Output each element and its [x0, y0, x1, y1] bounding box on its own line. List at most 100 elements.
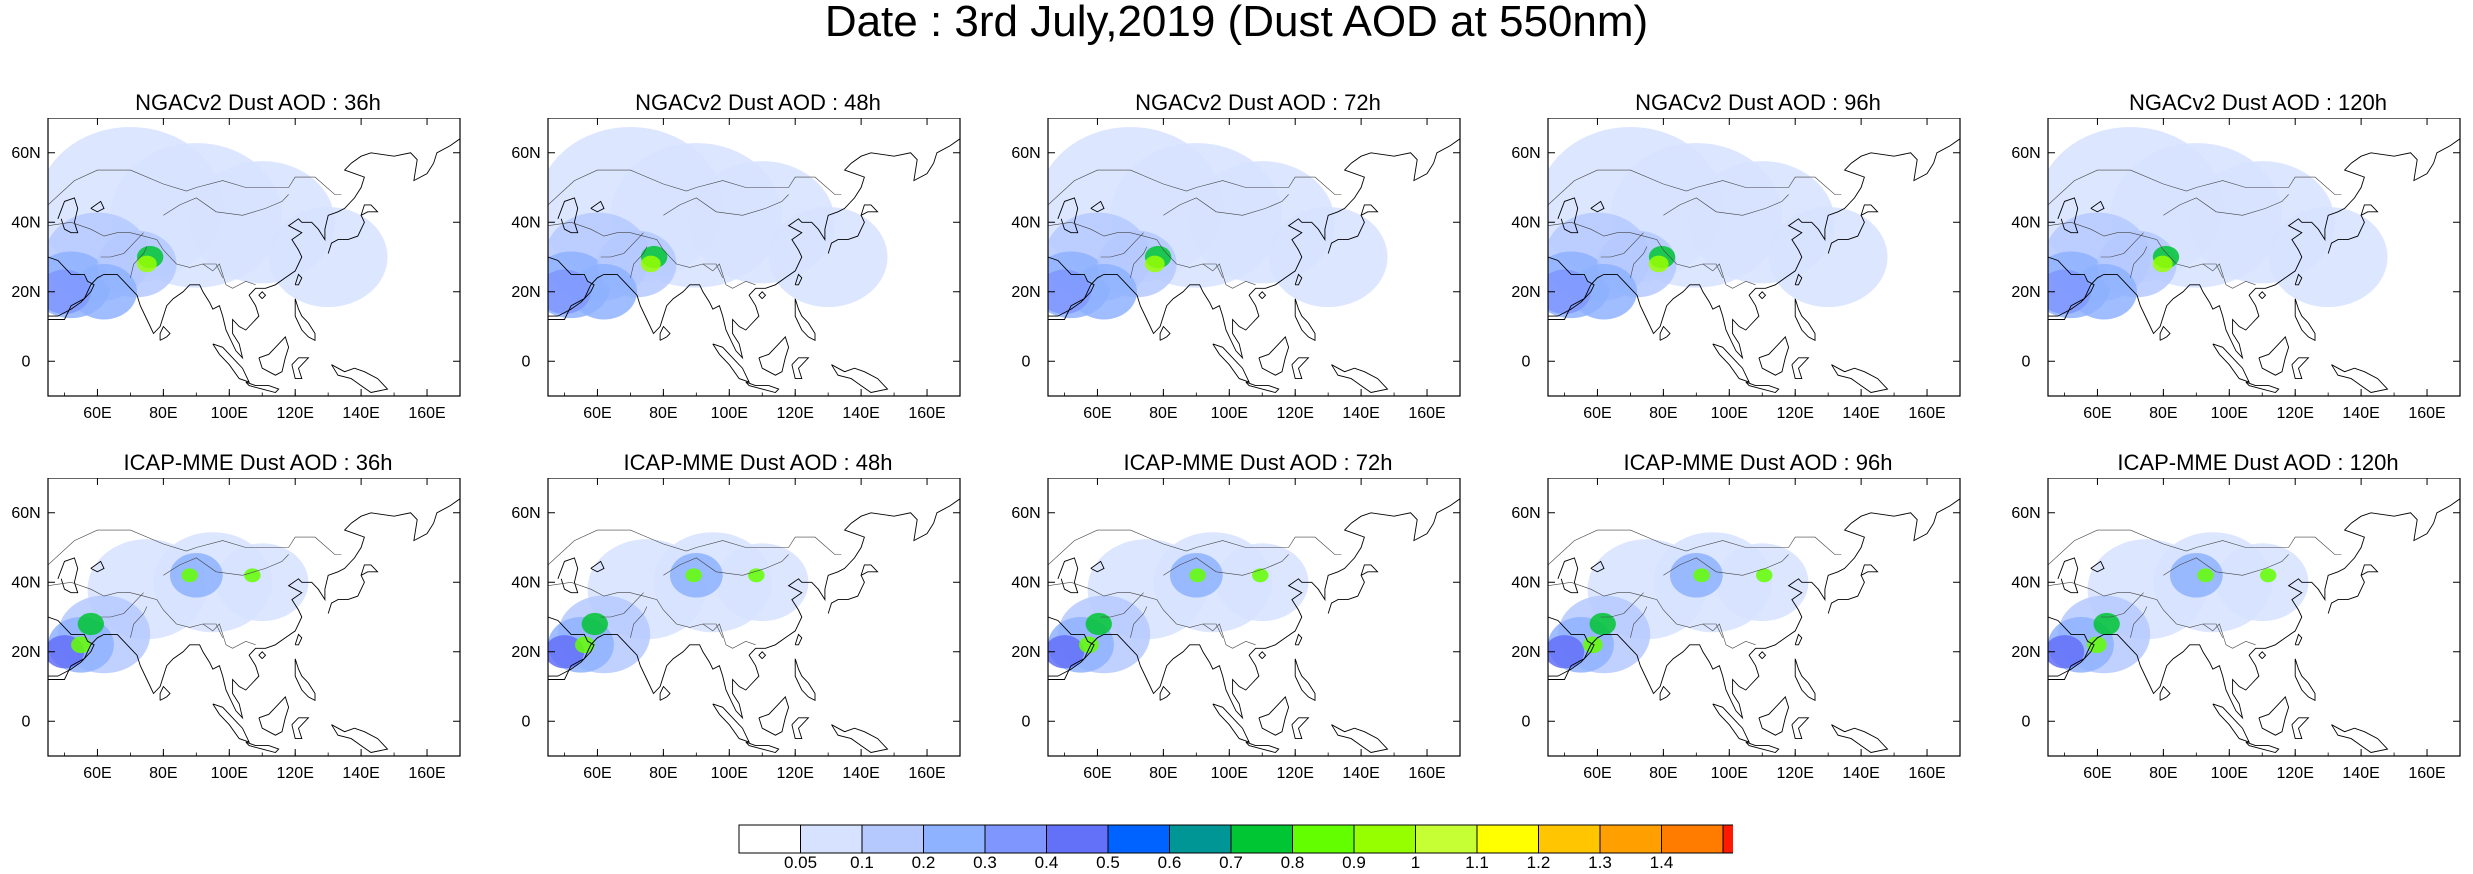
map-svg: 60E 80E 100E 120E 140E 160E 60N 40N 20N 0 [2011, 118, 2461, 422]
dust-aod-field [1252, 568, 1269, 583]
country-border [548, 221, 723, 278]
lon-tick-label: 140E [1842, 405, 1879, 422]
dust-aod-field [1144, 255, 1165, 273]
lon-tick-label: 80E [1149, 405, 1177, 422]
coastline [1294, 633, 1303, 646]
colorbar-swatch [1353, 824, 1416, 854]
country-border [1702, 263, 1756, 289]
coastline [294, 273, 303, 286]
colorbar-swatch [861, 824, 924, 854]
coastline [1258, 696, 1290, 736]
map-panel: NGACv2 Dust AOD : 48h 60E 80E 100E 120E 140E 1… [500, 90, 970, 422]
coastline [1712, 703, 1750, 743]
map-svg: 60E 80E 100E 120E 140E 160E 60N 40N 20N 0 [11, 118, 461, 422]
lat-tick-label: 40N [2011, 574, 2040, 591]
map-panel: NGACv2 Dust AOD : 36h 60E 80E 100E 120E 140E 1… [0, 90, 470, 422]
lon-tick-label: 100E [1211, 765, 1248, 782]
lon-tick-label: 100E [711, 765, 748, 782]
coastline [548, 498, 960, 720]
lon-tick-label: 160E [408, 405, 445, 422]
lon-tick-label: 100E [211, 765, 248, 782]
lat-tick-label: 60N [1511, 505, 1540, 522]
lon-tick-label: 160E [2408, 765, 2445, 782]
map-panel: NGACv2 Dust AOD : 96h 60E 80E 100E 120E 140E 1… [1500, 90, 1970, 422]
coastline [2291, 357, 2310, 380]
dust-aod-field [71, 636, 91, 654]
map-frame [1547, 478, 1961, 757]
coastline [758, 291, 767, 300]
lat-tick-label: 40N [511, 214, 540, 231]
coastline [758, 651, 767, 660]
lat-tick-label: 20N [11, 644, 40, 661]
lat-tick-label: 0 [2022, 713, 2031, 730]
coastline [831, 364, 889, 393]
coastline [2294, 633, 2303, 646]
coastline [1557, 557, 1579, 594]
dust-aod-field [2093, 612, 2120, 636]
lat-tick-label: 40N [11, 214, 40, 231]
coastline [794, 658, 816, 702]
lon-tick-label: 100E [2211, 405, 2248, 422]
lon-tick-label: 140E [342, 765, 379, 782]
map-svg: 60E 80E 100E 120E 140E 160E 60N 40N 20N 0 [2011, 478, 2461, 782]
country-border [202, 623, 256, 649]
lat-tick-label: 60N [2011, 145, 2040, 162]
lat-tick-label: 20N [511, 284, 540, 301]
coastline [2327, 564, 2379, 614]
dust-aod-field [1048, 269, 1091, 314]
dust-aod-field [1085, 612, 1112, 636]
lat-tick-label: 20N [1011, 284, 1040, 301]
coastline [327, 564, 379, 614]
coastline [1159, 325, 1171, 341]
coastline [1048, 498, 1460, 720]
coastline [2245, 741, 2280, 754]
country-border [1163, 194, 1289, 216]
map-frame [1047, 478, 1461, 757]
dust-aod-field [1548, 635, 1585, 669]
coastline [1090, 200, 1105, 213]
coastline [1791, 357, 1810, 380]
country-border [48, 581, 223, 638]
map-svg: 60E 80E 100E 120E 140E 160E 60N 40N 20N 0 [1511, 118, 1961, 422]
lat-tick-label: 20N [2011, 644, 2040, 661]
coastline [1794, 273, 1803, 286]
coastline [1827, 564, 1879, 614]
colorbar-label: 0.5 [1096, 853, 1120, 870]
coastline [659, 685, 671, 701]
coastline [1291, 357, 1310, 380]
lon-tick-label: 100E [211, 405, 248, 422]
coastline [1557, 197, 1579, 234]
colorbar-swatch [1230, 824, 1293, 854]
lon-tick-label: 80E [1149, 765, 1177, 782]
dust-aod-field [1078, 636, 1099, 654]
coastline [1294, 298, 1316, 342]
coastline [827, 564, 879, 614]
colorbar-label: 1.1 [1465, 853, 1489, 870]
lat-tick-label: 0 [1022, 713, 1031, 730]
lon-tick-label: 140E [342, 405, 379, 422]
country-border [2048, 529, 2342, 566]
lat-tick-label: 0 [22, 353, 31, 370]
map-svg: 60E 80E 100E 120E 140E 160E 60N 40N 20N 0 [11, 478, 461, 782]
lat-tick-label: 0 [522, 353, 531, 370]
coastline [1712, 343, 1750, 383]
dust-aod-field [2197, 568, 2214, 583]
coastline [2294, 658, 2316, 702]
map-svg: 60E 80E 100E 120E 140E 160E 60N 40N 20N 0 [1011, 478, 1461, 782]
country-border [548, 529, 842, 566]
coastline [758, 696, 790, 736]
country-border [1663, 554, 1789, 576]
coastline [57, 197, 79, 234]
lon-tick-label: 120E [1777, 765, 1814, 782]
coastline [745, 741, 780, 754]
lat-tick-label: 0 [1522, 353, 1531, 370]
coastline [2048, 498, 2460, 720]
country-border [548, 169, 842, 206]
country-border [2048, 169, 2342, 206]
lat-tick-label: 40N [1011, 214, 1040, 231]
coastline [212, 703, 250, 743]
dust-aod-field [1048, 635, 1085, 669]
coastline [758, 336, 790, 376]
lon-tick-label: 140E [2342, 765, 2379, 782]
dust-aod-field [581, 612, 608, 636]
